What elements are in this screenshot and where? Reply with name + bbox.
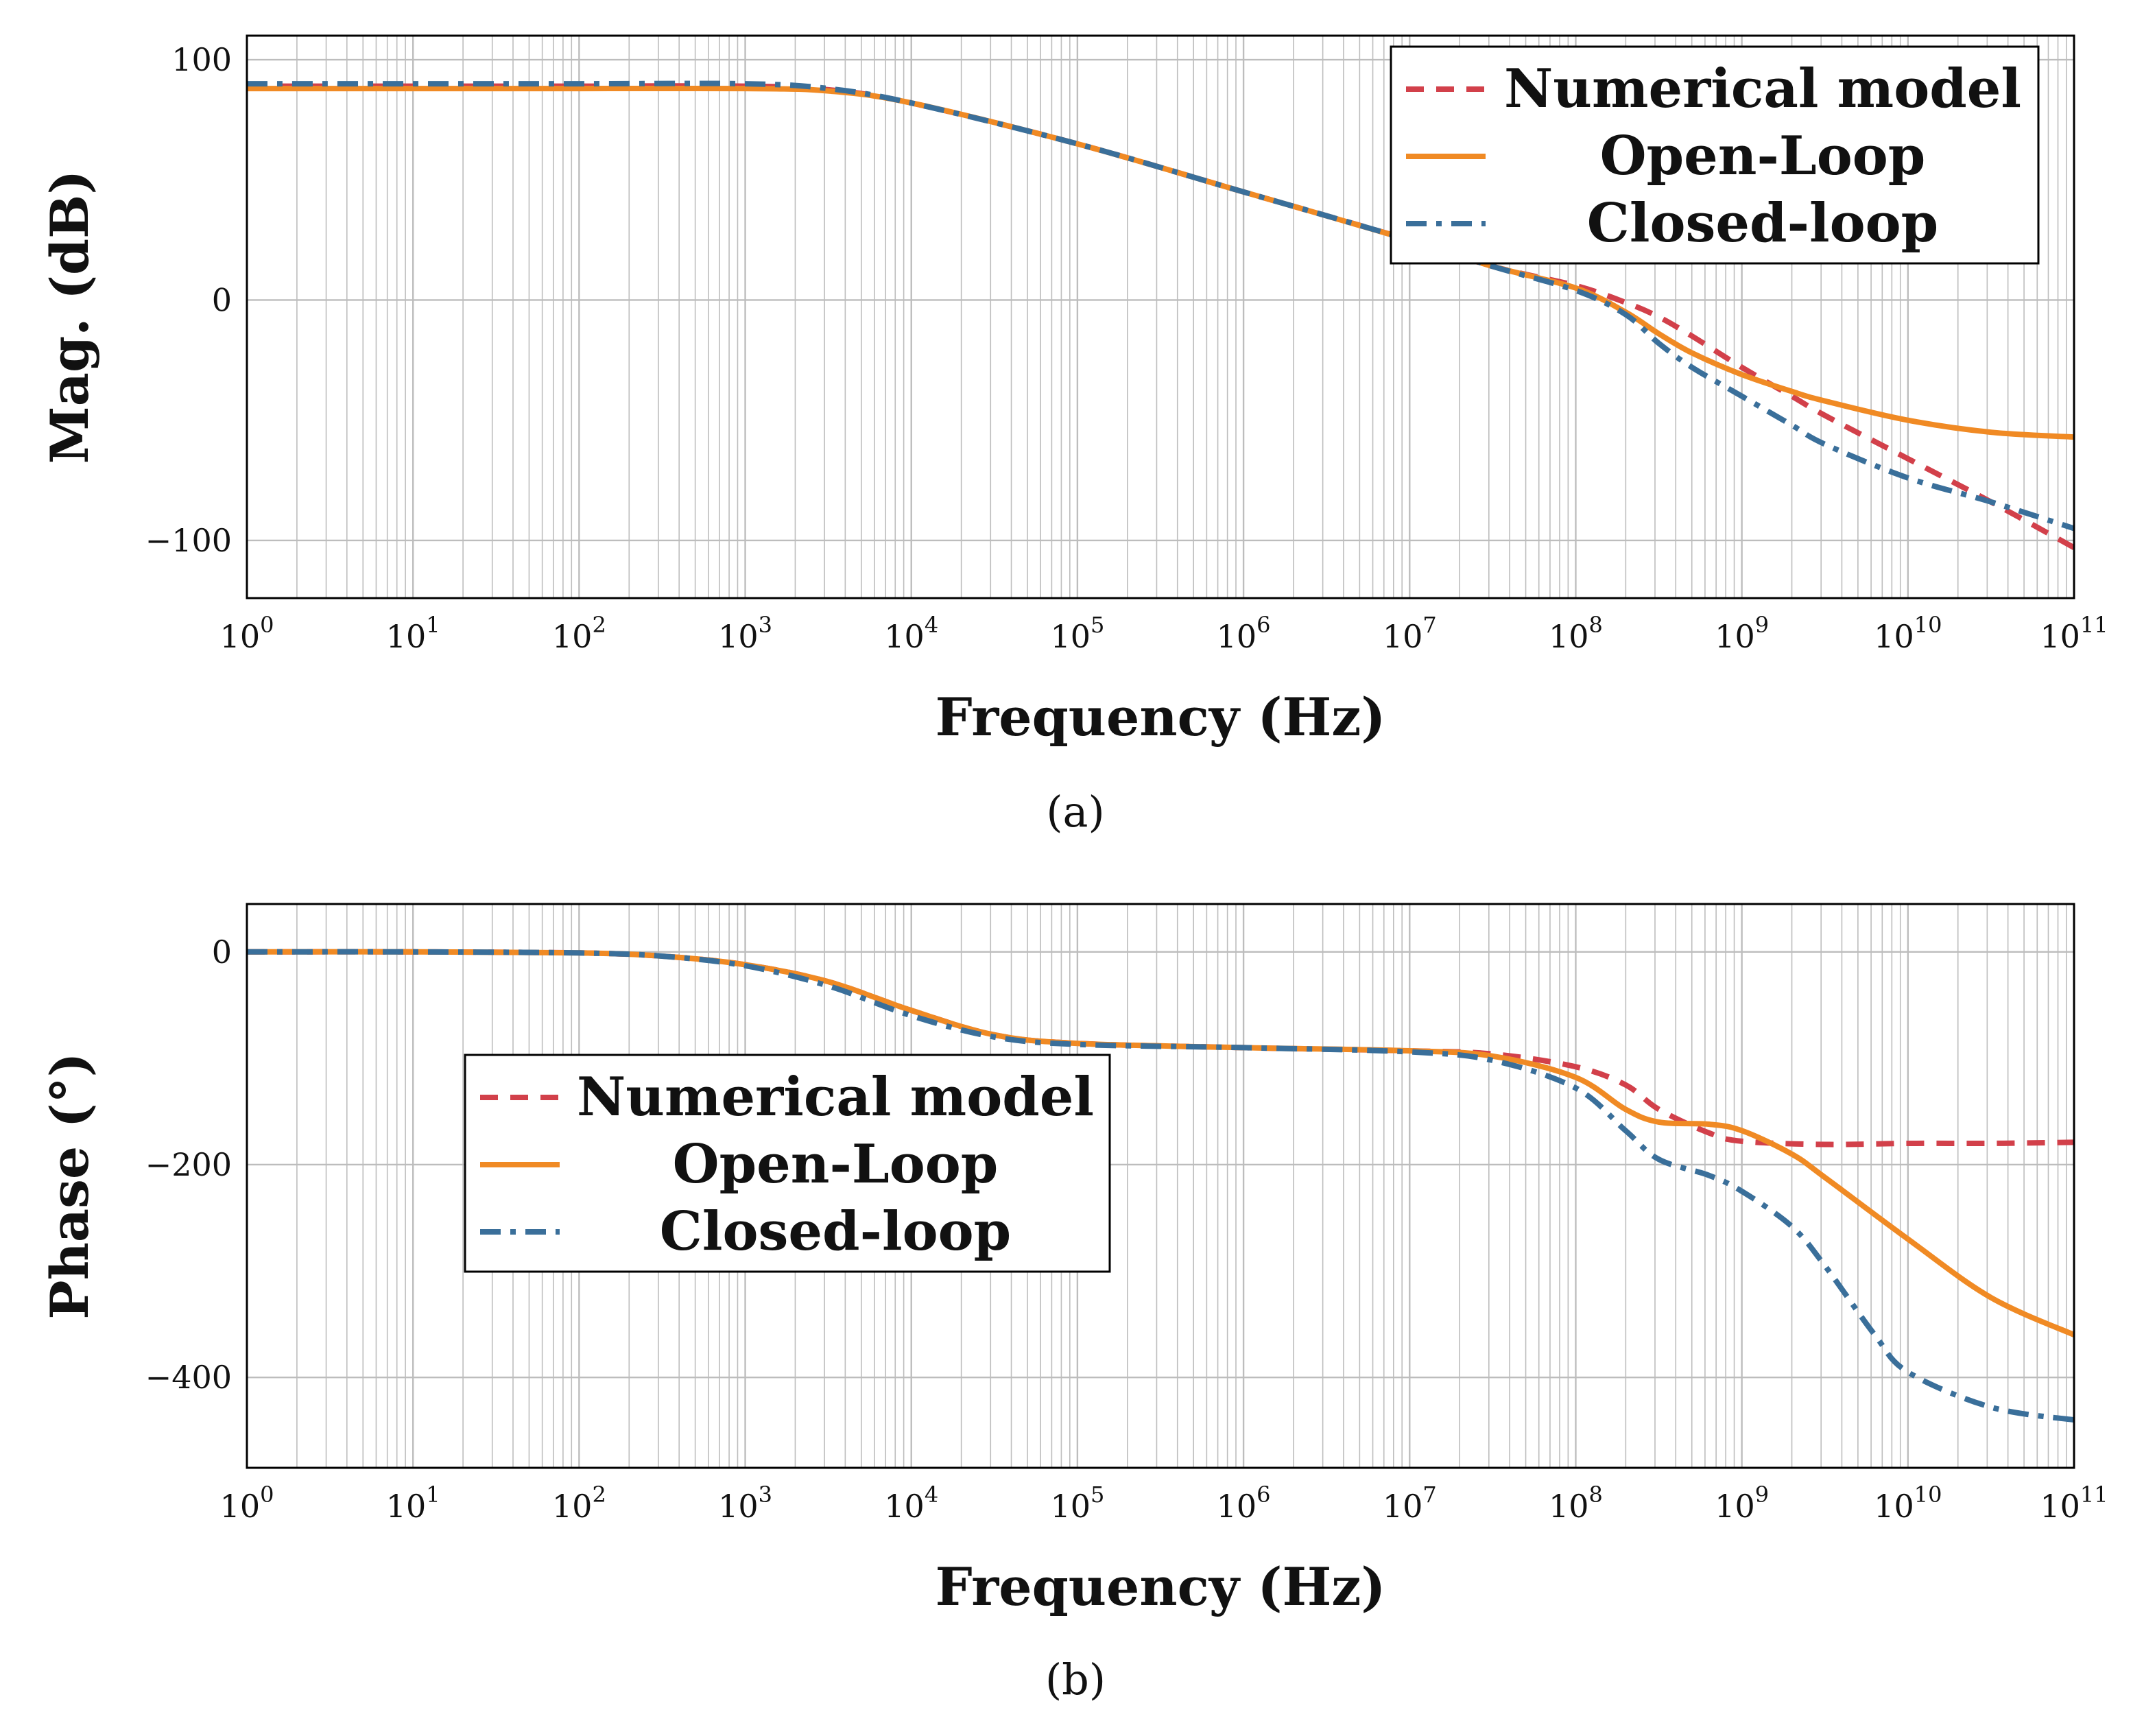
legend-label: Closed-loop [1587,192,1938,254]
legend-label: Open-Loop [1600,125,1926,187]
x-tick-label: 105 [1050,612,1104,655]
panel-caption: (b) [1045,1654,1106,1704]
y-axis-label: Phase (°) [39,1052,100,1319]
phase-panel: 100 101 102 103 104 105 106 107 108 109 1010 1011 0 −… [39,903,2108,1704]
legend-label: Closed-loop [660,1200,1011,1263]
x-tick-label: 1011 [2040,612,2108,655]
axes-frame [246,34,2075,599]
x-tick-label: 107 [1383,1482,1437,1525]
y-tick-label: −400 [145,1359,232,1396]
y-tick-label: −100 [145,522,232,559]
x-tick-label: 107 [1383,612,1437,655]
x-tick-label: 106 [1217,612,1271,655]
x-tick-label: 103 [718,612,772,655]
x-tick-label: 1010 [1874,612,1942,655]
series-line-closed-loop [247,949,2074,1423]
y-tick-label: −200 [145,1146,232,1183]
y-tick-label: 0 [212,281,232,318]
x-tick-label: 102 [552,612,606,655]
x-tick-label: 100 [220,612,274,655]
magnitude-panel: 100 101 102 103 104 105 106 107 108 109 1010 1011 10… [39,34,2108,837]
panel-caption: (a) [1046,787,1104,837]
x-tick-label: 102 [552,1482,606,1525]
y-tick-label: 0 [212,934,232,971]
y-axis-label: Mag. (dB) [39,170,100,464]
legend-box [464,1054,1111,1273]
x-tick-label: 104 [884,1482,938,1525]
x-tick-label: 109 [1715,1482,1769,1525]
x-tick-label: 101 [386,1482,440,1525]
x-tick-label: 108 [1549,612,1603,655]
x-axis-label: Frequency (Hz) [936,687,1386,748]
x-tick-label: 103 [718,1482,772,1525]
x-tick-label: 1010 [1874,1482,1942,1525]
legend-box [1390,45,2040,265]
legend-label: Numerical model [577,1066,1094,1128]
x-axis-label: Frequency (Hz) [936,1556,1386,1617]
series-group [247,949,2074,1423]
axes-frame [246,903,2075,1469]
legend-label: Open-Loop [673,1133,999,1196]
x-tick-label: 1011 [2040,1482,2108,1525]
x-tick-label: 101 [386,612,440,655]
x-tick-label: 105 [1050,1482,1104,1525]
x-tick-label: 104 [884,612,938,655]
x-tick-label: 108 [1549,1482,1603,1525]
x-tick-label: 109 [1715,612,1769,655]
legend-label: Numerical model [1504,58,2021,120]
x-tick-label: 100 [220,1482,274,1525]
y-tick-label: 100 [171,41,232,78]
x-tick-label: 106 [1217,1482,1271,1525]
